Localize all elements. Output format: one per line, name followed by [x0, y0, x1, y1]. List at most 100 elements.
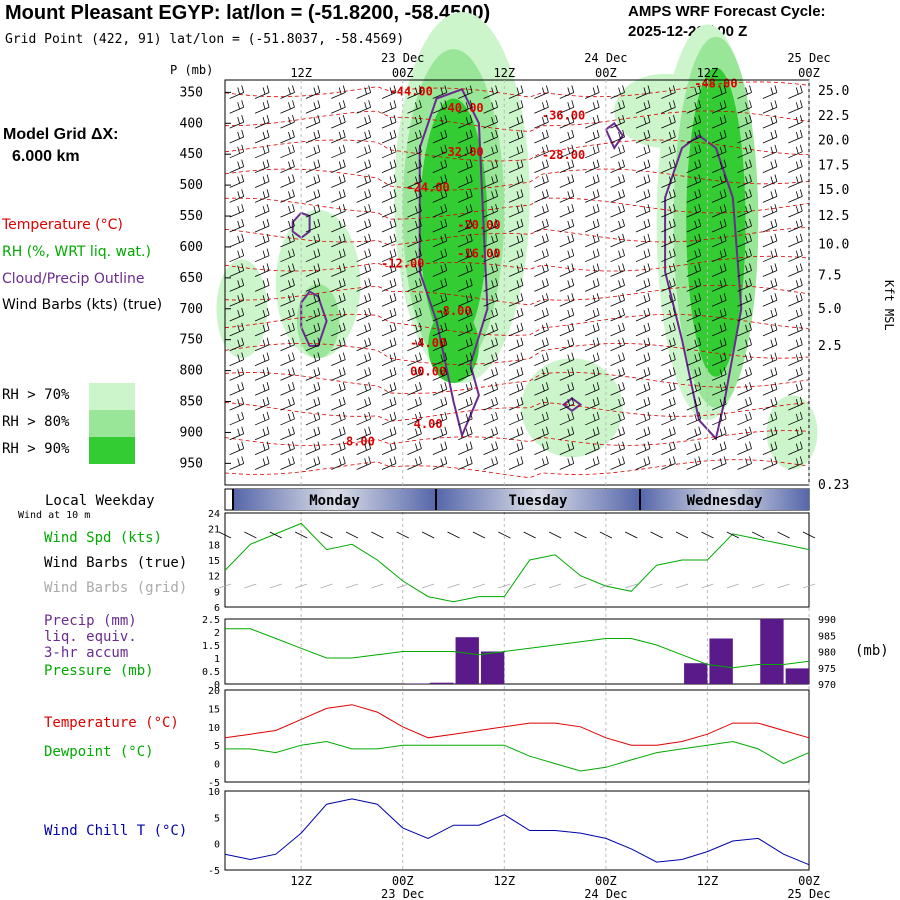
- pressure-right-tick: 970: [818, 680, 836, 691]
- wind-barb-shaft: [508, 374, 524, 381]
- wind-barb-shaft: [458, 181, 473, 188]
- wind-barb-flag: [262, 161, 266, 169]
- wind-barb-flag: [795, 220, 799, 229]
- wind-barb-shaft: [407, 181, 422, 188]
- wind-barb-flag: [317, 307, 321, 316]
- wind-barb: [610, 233, 625, 248]
- top-date-label: 24 Dec: [584, 51, 627, 65]
- wind-barb-flag: [774, 159, 778, 167]
- wind-barb: [458, 248, 473, 263]
- wind-barb-flag: [440, 176, 444, 184]
- wind-barb: [534, 218, 549, 233]
- wind-barb: [381, 382, 397, 396]
- wind-barb: [610, 263, 625, 277]
- wind-barb-shaft: [661, 314, 676, 322]
- wind-barb: [458, 307, 473, 322]
- wind-barb-flag: [520, 204, 524, 212]
- wind-barb-flag: [241, 248, 245, 256]
- wind-barb: [762, 189, 778, 203]
- wind-barb: [559, 367, 575, 381]
- wind-barb: [483, 248, 498, 263]
- wind-barb: [635, 411, 651, 426]
- wind-barb-flag: [520, 218, 524, 227]
- wind-barb-flag: [292, 100, 295, 108]
- wind-barb-shaft: [610, 92, 625, 99]
- wind-barb-flag: [770, 428, 774, 436]
- wind-barb-flag: [567, 176, 571, 184]
- pressure-right-tick: 985: [818, 631, 836, 642]
- wind-barb-flag: [520, 293, 524, 301]
- wind-barb-shaft: [635, 463, 651, 470]
- wind-barb-flag: [571, 382, 575, 390]
- wind-barb-flag: [444, 248, 448, 256]
- wind-barb-flag: [415, 280, 418, 288]
- wind-barb-shaft: [610, 285, 625, 292]
- wind-barb: [356, 441, 372, 455]
- wind-barb-shaft: [635, 388, 651, 396]
- wind-barb-flag: [313, 280, 317, 288]
- wind-barb: [610, 307, 625, 322]
- wind-barb-flag: [698, 396, 702, 405]
- wind-barb: [585, 367, 600, 381]
- wind-barb-shaft: [534, 225, 549, 233]
- wind-barb-flag: [567, 280, 571, 288]
- wind-barb-flag: [745, 280, 748, 288]
- pressure-tick: 600: [180, 240, 203, 255]
- wind-barb-flag: [364, 146, 368, 154]
- wind-barb: [559, 426, 575, 441]
- wind-speed-tick: 24: [208, 509, 220, 520]
- wind-barb-flag: [393, 367, 397, 375]
- wind-barb-shaft: [229, 166, 244, 174]
- wind-barb-shaft: [686, 388, 701, 396]
- wind-barb: [280, 129, 295, 144]
- wind-barb-flag: [516, 443, 520, 451]
- wind-barb-flag: [672, 263, 676, 271]
- wind-barb-flag: [647, 115, 651, 123]
- wind-barb: [585, 322, 600, 337]
- wind-barb: [610, 159, 625, 174]
- wind-barb-flag: [698, 115, 702, 123]
- wind-barb-flag: [288, 443, 291, 451]
- wind-barb-flag: [749, 411, 752, 420]
- wind-barb-flag: [313, 161, 317, 169]
- wind-barb: [407, 426, 422, 441]
- wind-barb-shaft: [559, 195, 574, 203]
- wind-barb-flag: [241, 100, 245, 108]
- wind-barb-flag: [516, 131, 520, 140]
- wind-barb-flag: [266, 218, 270, 227]
- wind-barb-flag: [440, 309, 444, 318]
- wind-barb-flag: [749, 426, 752, 434]
- wind-barb-flag: [364, 87, 368, 95]
- wind-barb: [356, 307, 372, 322]
- wind-barb-shaft: [661, 344, 676, 352]
- surface-wind-barb: [548, 531, 562, 539]
- wind-barb: [737, 367, 752, 381]
- wind-barb-shaft: [508, 329, 524, 337]
- wind-barb: [280, 411, 295, 426]
- wind-barb-flag: [288, 295, 291, 303]
- wind-barb: [508, 248, 524, 263]
- wind-barb: [762, 441, 778, 455]
- wind-barb-flag: [596, 233, 600, 241]
- top-time-tick: 00Z: [392, 66, 414, 80]
- wind-barb-flag: [643, 102, 647, 110]
- wind-barb-flag: [520, 159, 524, 167]
- wind-barb-shaft: [610, 136, 625, 144]
- wind-barb-flag: [596, 189, 600, 197]
- wind-barb-flag: [465, 369, 469, 377]
- wind-barb-flag: [596, 85, 600, 93]
- cloud-outline-small: [300, 290, 328, 347]
- wind-barb: [407, 174, 422, 188]
- wind-barb: [661, 456, 676, 470]
- wind-barb: [762, 396, 778, 411]
- wind-barb: [762, 100, 778, 114]
- wind-barb-flag: [495, 233, 498, 241]
- wind-barb-flag: [364, 428, 368, 436]
- wind-barb-flag: [288, 146, 291, 154]
- wind-barb-flag: [668, 280, 672, 288]
- wind-barb: [381, 278, 397, 292]
- wind-barb-flag: [389, 161, 393, 169]
- wind-barb-flag: [719, 413, 723, 422]
- wind-barb: [432, 352, 448, 366]
- wind-barb: [356, 456, 372, 470]
